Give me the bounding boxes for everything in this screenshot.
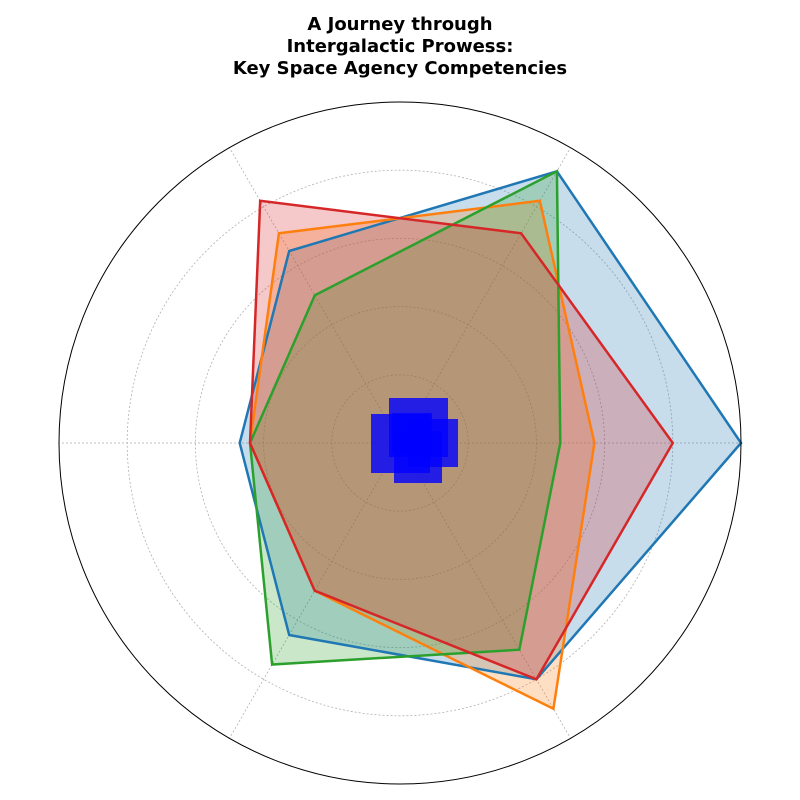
chart-title-line-3: Key Space Agency Competencies bbox=[233, 58, 567, 79]
center-markers bbox=[371, 398, 458, 483]
chart-title-line-2: Intergalactic Prowess: bbox=[287, 36, 514, 57]
chart-title-line-1: A Journey through bbox=[307, 14, 492, 35]
spoke-6 bbox=[399, 442, 571, 739]
spoke-3 bbox=[229, 147, 401, 444]
spoke-2 bbox=[399, 147, 571, 444]
series-1-area bbox=[239, 171, 741, 680]
polar-frame bbox=[58, 101, 742, 785]
polar-grid bbox=[59, 147, 741, 739]
center-marker-5 bbox=[392, 413, 432, 453]
series-layer bbox=[238, 169, 743, 711]
series-4-line bbox=[248, 199, 675, 681]
spoke-5 bbox=[229, 442, 401, 739]
